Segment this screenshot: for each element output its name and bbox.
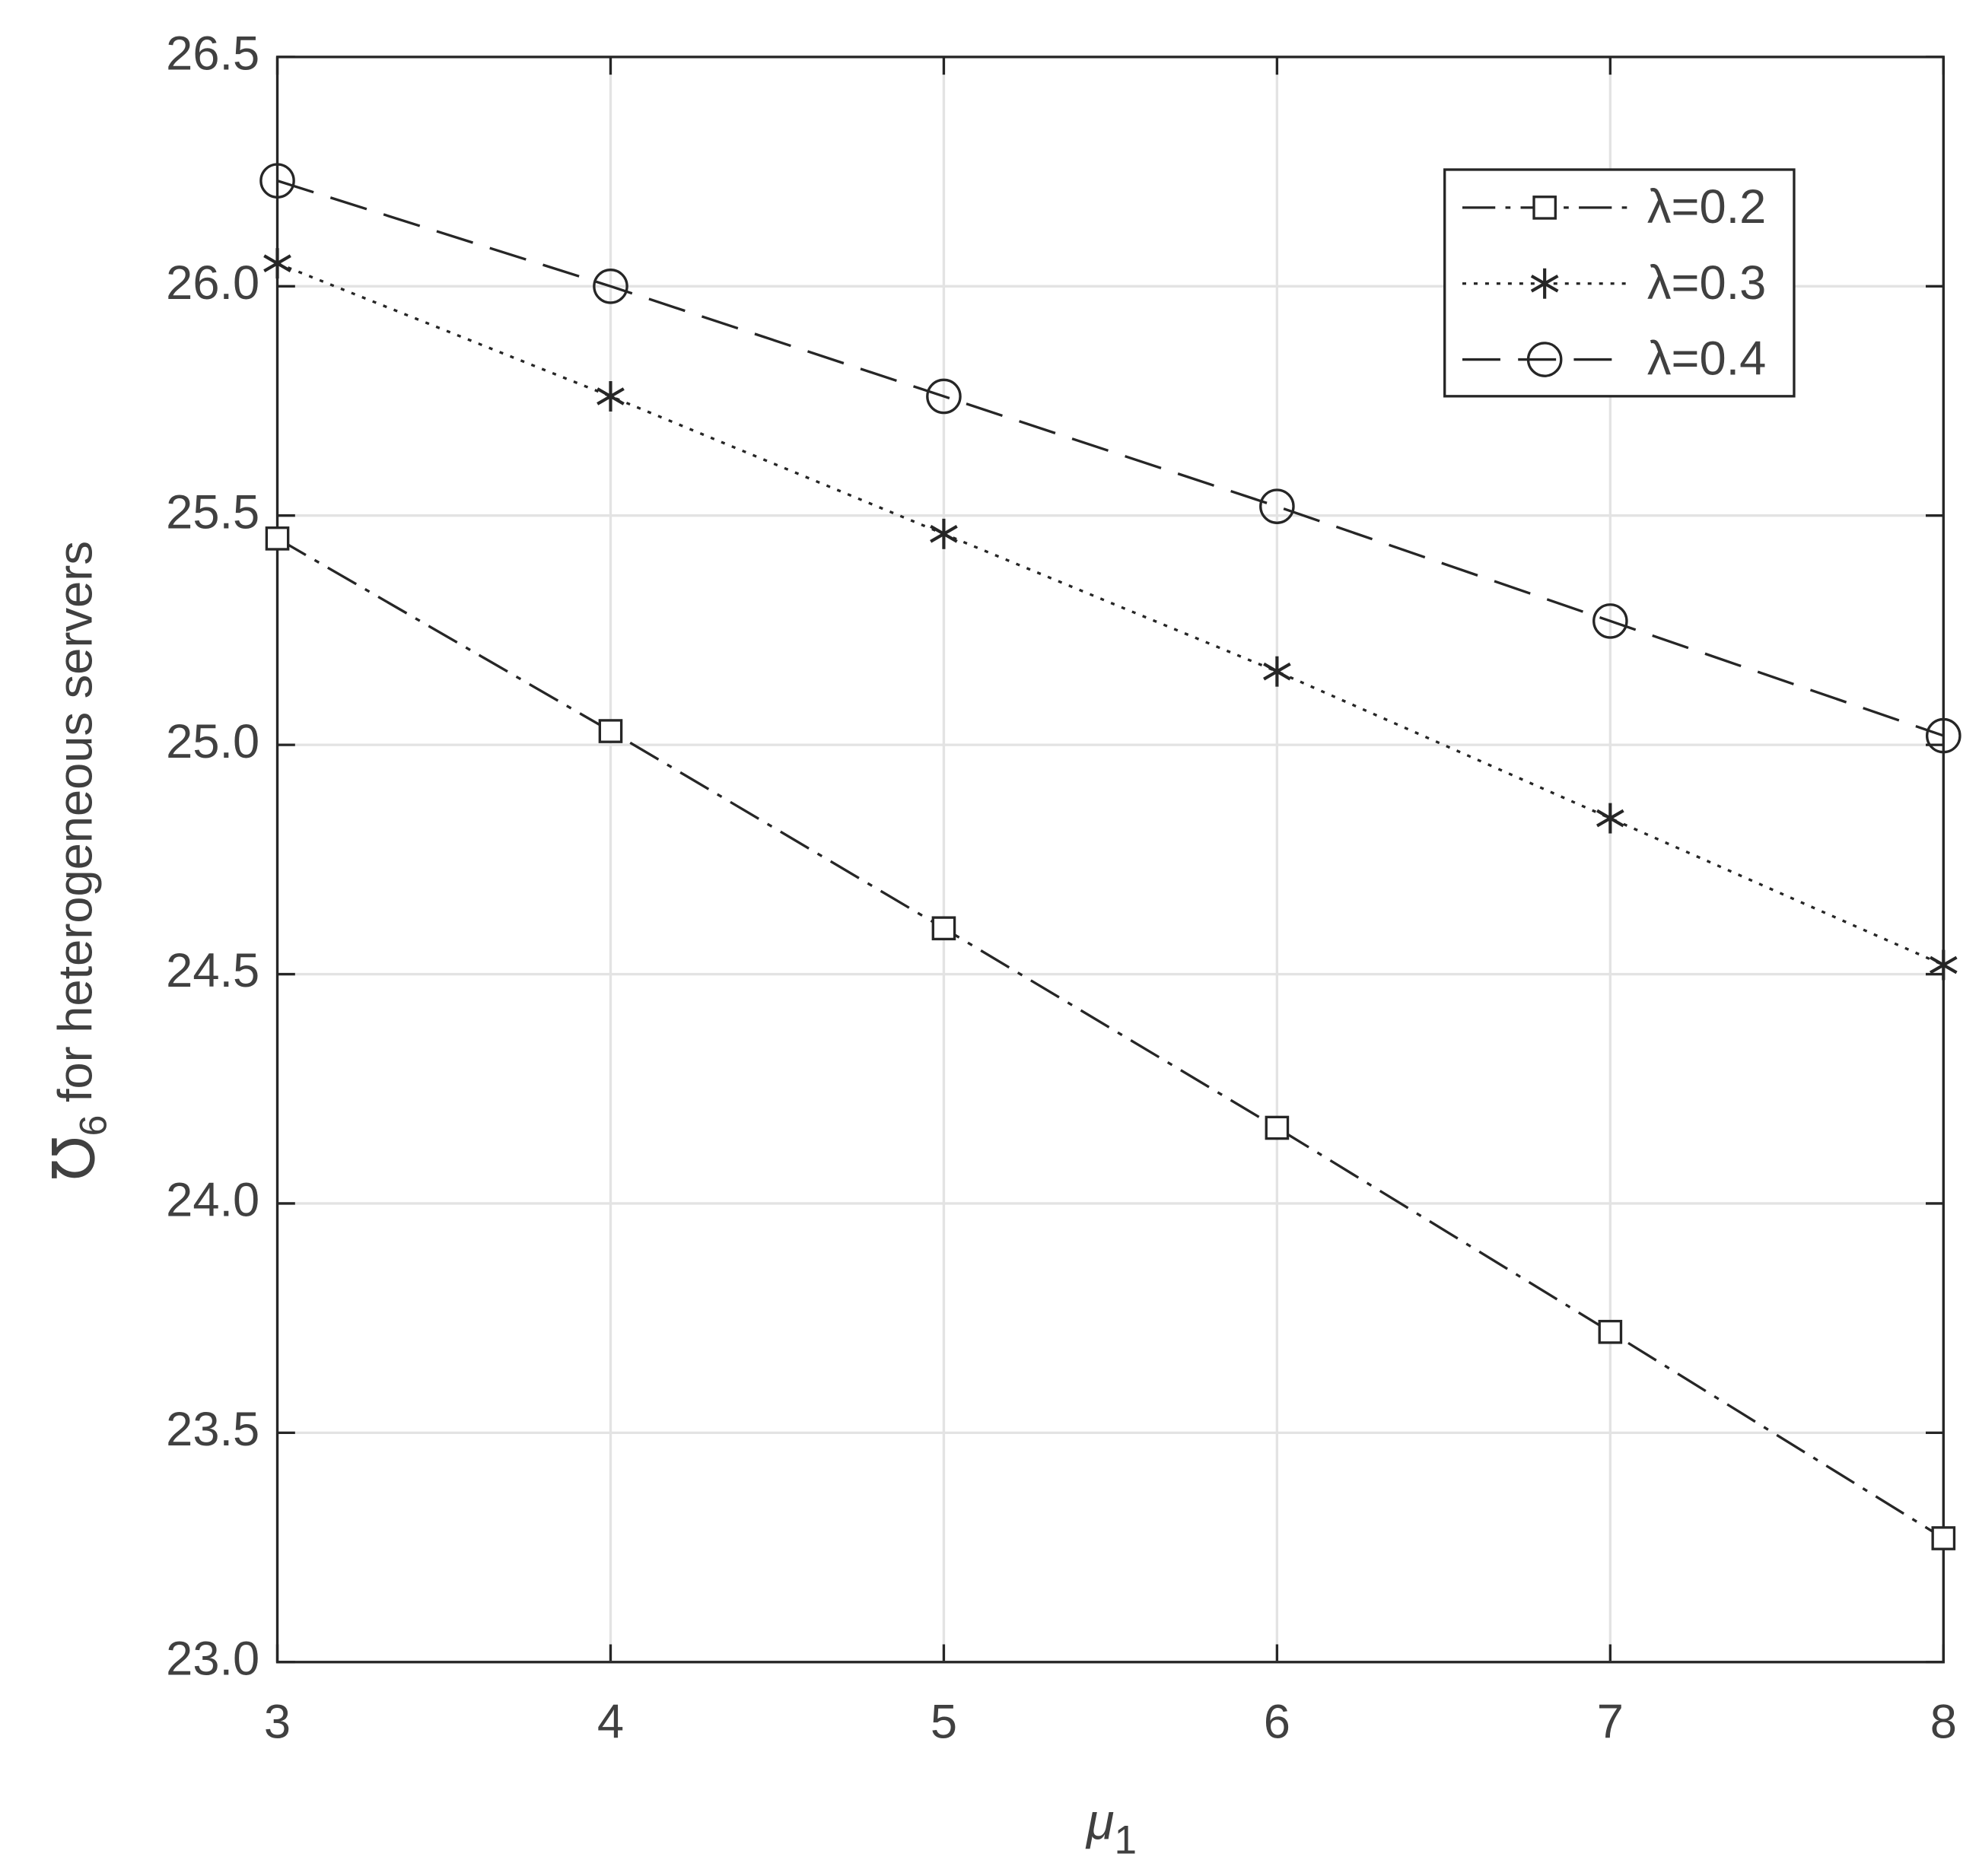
x-tick-label: 7 [1597,1696,1624,1749]
x-tick-label: 6 [1264,1696,1290,1749]
marker-asterisk [263,248,291,279]
x-label-symbol: μ [1085,1794,1114,1850]
x-tick-label: 5 [931,1696,957,1749]
marker-asterisk [1929,949,1958,981]
asterisk-stroke [1263,662,1291,681]
marker-asterisk [1263,656,1291,687]
legend-box [1443,168,1796,398]
y-tick-label: 24.0 [166,1174,259,1227]
y-label-sub: 6 [72,1115,115,1137]
y-axis-label: ℧6 for heterogeneous servers [42,541,114,1181]
marker-square [1598,1319,1623,1344]
legend-label: λ=0.2 [1647,180,1766,234]
y-label-symbol: ℧ [42,1136,107,1180]
legend-label: λ=0.3 [1647,256,1766,310]
legend-label: λ=0.4 [1647,332,1766,386]
y-tick-label: 25.0 [166,715,259,768]
marker-square [1532,196,1557,220]
plot-frame [275,56,1945,1664]
marker-circle [1259,488,1295,524]
y-tick-label: 26.0 [166,256,259,310]
asterisk-stroke [930,525,958,543]
marker-square [265,526,290,551]
marker-square [598,719,623,743]
marker-square [1931,1526,1956,1550]
series-line [276,537,1945,1540]
x-tick-label: 8 [1930,1696,1957,1749]
y-tick-label: 25.5 [166,485,259,539]
marker-asterisk [597,381,625,412]
marker-circle [1526,342,1563,377]
marker-square [1265,1115,1290,1140]
x-tick-label: 4 [597,1696,624,1749]
x-tick-label: 3 [264,1696,291,1749]
series-line [276,262,1944,967]
asterisk-stroke [1929,955,1958,975]
y-label-rest: for heterogeneous servers [49,541,102,1102]
marker-asterisk [1596,803,1624,834]
series-line [277,180,1944,737]
marker-circle [259,163,295,199]
marker-circle [926,378,962,415]
y-tick-label: 23.5 [166,1403,259,1456]
marker-square [931,916,956,941]
marker-circle [1926,717,1962,754]
asterisk-stroke [263,254,291,272]
legend: λ=0.2 λ=0.3 λ=0.4 [1443,168,1796,398]
y-tick-label: 23.0 [166,1632,259,1685]
asterisk-stroke [597,387,625,405]
x-label-sub: 1 [1115,1818,1137,1863]
marker-circle [1592,603,1628,639]
y-tick-label: 24.5 [166,944,259,997]
marker-asterisk [930,518,958,549]
asterisk-stroke [1530,274,1559,293]
marker-asterisk [1530,268,1559,299]
y-tick-label: 26.5 [166,27,259,81]
marker-circle [593,268,628,304]
x-axis-label: μ1 [1085,1794,1137,1863]
asterisk-stroke [1596,809,1624,828]
